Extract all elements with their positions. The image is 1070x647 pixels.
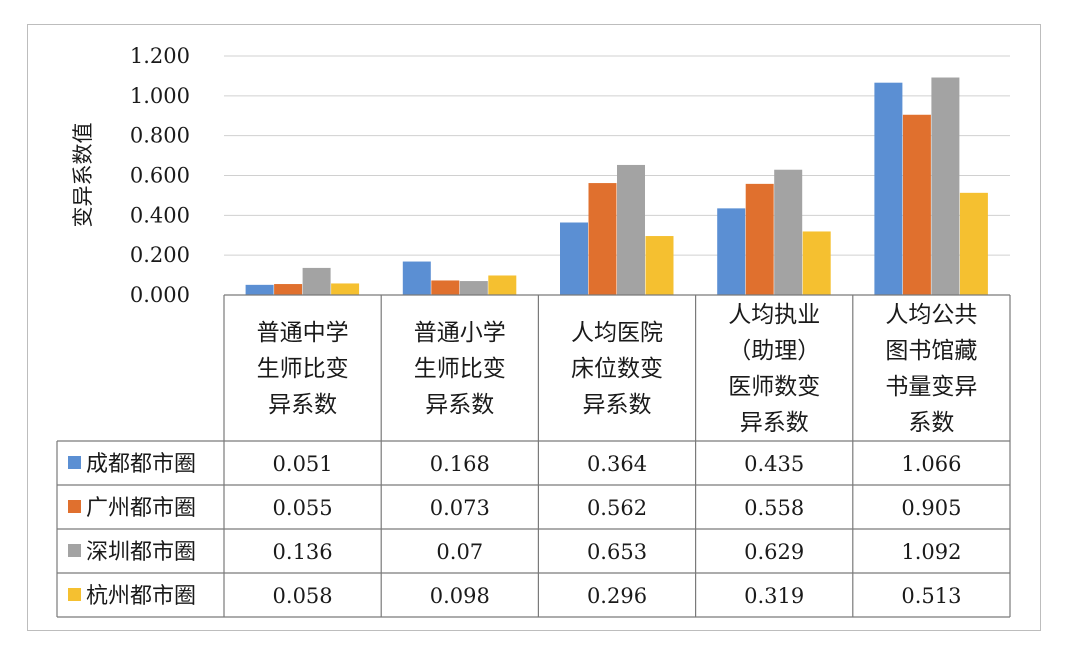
category-label: 异系数 xyxy=(583,392,652,418)
y-tick-label: 1.000 xyxy=(130,84,190,108)
table-cell-value: 1.066 xyxy=(901,452,961,476)
category-label: 生师比变 xyxy=(414,356,506,382)
bar-3-3 xyxy=(617,164,645,295)
category-label: 系数 xyxy=(908,410,954,436)
category-label: 医师数变 xyxy=(728,374,820,400)
y-tick-label: 0.800 xyxy=(130,124,190,148)
y-tick-label: 0.400 xyxy=(130,203,190,227)
table-cell-value: 0.653 xyxy=(587,540,647,564)
bar-1-3 xyxy=(560,222,588,295)
bar-3-2 xyxy=(459,281,488,295)
table-cell-value: 0.364 xyxy=(587,452,647,476)
bar-2-5 xyxy=(902,114,931,295)
category-label: 生师比变 xyxy=(257,356,349,382)
bar-2-1 xyxy=(274,284,303,295)
table-cell-value: 0.073 xyxy=(430,496,490,520)
table-cell-value: 0.435 xyxy=(744,452,804,476)
category-label: （助理） xyxy=(728,338,820,364)
bar-1-5 xyxy=(874,82,903,296)
bar-2-4 xyxy=(745,183,774,295)
category-label: 人均公共 xyxy=(885,302,977,328)
table-cell-value: 0.168 xyxy=(430,452,490,476)
bar-2-2 xyxy=(431,280,460,295)
bar-4-4 xyxy=(802,231,831,295)
table-cell-value: 0.562 xyxy=(587,496,647,520)
table-cell-value: 0.905 xyxy=(901,496,961,520)
legend-swatch xyxy=(68,500,81,513)
bar-4-3 xyxy=(645,236,674,295)
category-label: 书量变异 xyxy=(885,374,977,400)
table-cell-value: 0.098 xyxy=(430,584,490,608)
category-label: 人均医院 xyxy=(571,320,663,346)
category-label: 人均执业 xyxy=(728,302,820,328)
table-cell-value: 0.296 xyxy=(587,584,647,608)
bar-4-1 xyxy=(331,283,360,295)
bar-4-2 xyxy=(488,275,517,295)
legend-label: 杭州都市圈 xyxy=(86,584,196,609)
category-label: 异系数 xyxy=(425,392,494,418)
table-cell-value: 0.136 xyxy=(273,540,333,564)
legend-label: 广州都市圈 xyxy=(86,496,196,521)
legend-label: 深圳都市圈 xyxy=(86,540,196,565)
legend-swatch xyxy=(68,456,81,469)
table-cell-value: 0.058 xyxy=(273,584,333,608)
bar-1-1 xyxy=(245,284,274,295)
category-label: 普通中学 xyxy=(257,320,349,346)
category-label: 异系数 xyxy=(268,392,337,418)
legend-swatch xyxy=(68,544,81,557)
table-cell-value: 0.558 xyxy=(744,496,804,520)
bar-4-5 xyxy=(959,192,988,295)
category-label: 图书馆藏 xyxy=(885,338,977,364)
y-tick-label: 0.000 xyxy=(130,283,190,307)
table-cell-value: 0.319 xyxy=(744,584,804,608)
legend-swatch xyxy=(68,588,81,601)
table-cell-value: 0.629 xyxy=(744,540,804,564)
category-label: 异系数 xyxy=(740,410,809,436)
chart-frame xyxy=(27,24,1041,631)
bar-2-3 xyxy=(588,183,617,295)
bar-3-4 xyxy=(774,169,803,295)
y-tick-label: 1.200 xyxy=(130,44,190,68)
category-label: 床位数变 xyxy=(571,356,663,382)
category-label: 普通小学 xyxy=(414,320,506,346)
y-axis-label: 变异系数值 xyxy=(71,123,95,228)
bar-1-2 xyxy=(402,261,431,295)
table-cell-value: 0.051 xyxy=(273,452,333,476)
bar-3-1 xyxy=(302,267,331,295)
legend-label: 成都都市圈 xyxy=(86,452,196,477)
y-tick-label: 0.600 xyxy=(130,164,190,188)
table-cell-value: 0.055 xyxy=(273,496,333,520)
bar-3-5 xyxy=(931,77,960,295)
bar-1-4 xyxy=(717,208,746,295)
table-cell-value: 0.513 xyxy=(901,584,961,608)
y-tick-label: 0.200 xyxy=(130,243,190,267)
table-cell-value: 0.07 xyxy=(436,540,483,564)
table-cell-value: 1.092 xyxy=(901,540,961,564)
